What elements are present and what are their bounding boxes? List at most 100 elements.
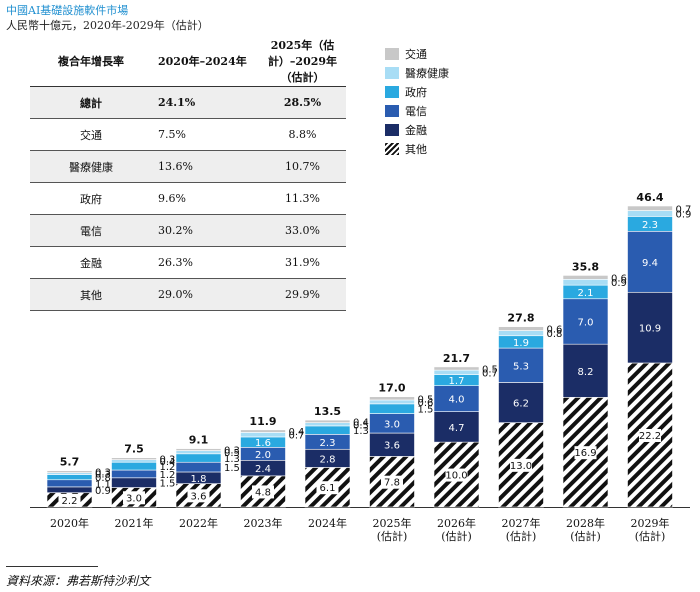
data-label: 10.0 [445, 471, 467, 482]
data-label: 1.7 [449, 376, 465, 387]
data-label: 4.8 [255, 487, 271, 498]
data-label: 0.4 [353, 417, 369, 428]
data-label: 8.2 [578, 367, 594, 378]
bar-segment [240, 429, 286, 433]
bar-segment [111, 457, 157, 460]
data-label: 10.9 [639, 324, 661, 335]
bar-segment [562, 279, 609, 286]
total-label: 7.5 [124, 443, 144, 456]
data-label: 0.4 [289, 427, 305, 438]
data-label: 1.1 [95, 479, 111, 490]
bar-segment [369, 396, 415, 401]
category-label: (估計) [570, 529, 601, 543]
cagr-2025-2029: 31.9% [259, 246, 346, 279]
data-label: 1.9 [513, 338, 529, 349]
data-label: 16.9 [574, 448, 596, 459]
bar-segment [111, 477, 157, 488]
category-label: 2028年 [566, 516, 605, 530]
data-label: 3.6 [191, 491, 207, 502]
category-label: 2029年 [631, 516, 670, 530]
cagr-2025-2029: 29.9% [259, 278, 346, 311]
category-label: (估計) [635, 529, 666, 543]
cagr-2025-2029: 10.7% [259, 150, 346, 183]
legend-item: 電信 [385, 101, 449, 120]
bar-segment [627, 210, 673, 217]
row-label: 電信 [30, 214, 152, 247]
cagr-table: 複合年增長率 2020年–2024年 2025年（估計）–2029年（估計） 總… [30, 36, 346, 311]
bar-segment [627, 205, 673, 211]
table-row: 電信 30.2% 33.0% [30, 214, 346, 247]
bar-segment [175, 453, 222, 463]
total-label: 13.5 [314, 405, 341, 418]
cagr-2020-2024: 13.6% [152, 150, 259, 183]
data-label: 0.5 [482, 365, 498, 376]
data-label: 0.6 [611, 273, 627, 284]
bar-segment [46, 479, 93, 488]
table-row: 醫療健康 13.6% 10.7% [30, 150, 346, 183]
table-row: 總計 24.1% 28.5% [30, 86, 346, 119]
legend-swatch-finance [385, 123, 399, 136]
category-label: 2022年 [179, 516, 218, 530]
data-label: 0.6 [418, 398, 434, 409]
cagr-2025-2029: 33.0% [259, 214, 346, 247]
bar-segment [562, 343, 609, 398]
cagr-2025-2029: 11.3% [259, 182, 346, 215]
legend-swatch-telecom [385, 104, 399, 117]
bar-segment [111, 459, 157, 463]
cagr-2020-2024: 30.2% [152, 214, 259, 247]
data-label: 0.3 [95, 468, 111, 479]
bar-segment [304, 419, 351, 423]
category-label: 2026年 [437, 516, 476, 530]
bar-segment [498, 330, 544, 337]
table-row: 金融 26.3% 31.9% [30, 246, 346, 279]
data-label-bg [58, 493, 81, 507]
legend-label: 交通 [405, 47, 427, 61]
legend-item: 醫療健康 [385, 63, 449, 82]
legend-label: 金融 [405, 123, 427, 137]
row-label: 政府 [30, 182, 152, 215]
data-label: 9.4 [642, 258, 658, 269]
category-label: 2020年 [50, 516, 89, 530]
data-label: 0.7 [482, 368, 498, 379]
bar-segment [498, 382, 544, 423]
bar-segment [175, 461, 222, 473]
data-label: 0.8 [547, 329, 563, 340]
data-label: 22.2 [639, 431, 661, 442]
cagr-2020-2024: 29.0% [152, 278, 259, 311]
bar-segment [433, 385, 480, 412]
legend-label: 政府 [405, 85, 427, 99]
bar-segment [304, 422, 351, 427]
table-row: 其他 29.0% 29.9% [30, 278, 346, 311]
data-label-bg [123, 491, 145, 505]
total-label: 21.7 [443, 352, 470, 365]
legend-item: 金融 [385, 120, 449, 139]
bar-segment [369, 399, 415, 405]
data-label: 3.0 [126, 493, 142, 504]
data-label: 13.0 [510, 461, 532, 472]
data-label: 1.6 [255, 438, 271, 449]
total-label: 27.8 [507, 312, 534, 325]
legend-swatch-healthcare [385, 66, 399, 79]
cagr-2025-2029: 8.8% [259, 118, 346, 151]
bar-segment [46, 474, 93, 481]
category-label: (估計) [506, 529, 537, 543]
table-header: 2020年–2024年 [152, 36, 259, 87]
data-label: 1.2 [160, 470, 176, 481]
legend-item: 其他 [385, 139, 449, 158]
cagr-2025-2029: 28.5% [259, 86, 346, 119]
source-divider [6, 566, 98, 567]
bar-segment [433, 369, 480, 375]
bar-segment [369, 403, 415, 414]
total-label: 11.9 [249, 415, 276, 428]
data-label: 1.3 [224, 454, 240, 465]
legend-label: 電信 [405, 104, 427, 118]
chart-legend: 交通 醫療健康 政府 電信 金融 其他 [385, 44, 449, 158]
data-label: 0.9 [676, 209, 692, 220]
data-label: 7.0 [578, 317, 594, 328]
data-label: 0.8 [95, 473, 111, 484]
category-label: 2021年 [115, 516, 154, 530]
total-label: 9.1 [189, 434, 209, 447]
legend-item: 交通 [385, 44, 449, 63]
legend-swatch-others [385, 142, 399, 155]
